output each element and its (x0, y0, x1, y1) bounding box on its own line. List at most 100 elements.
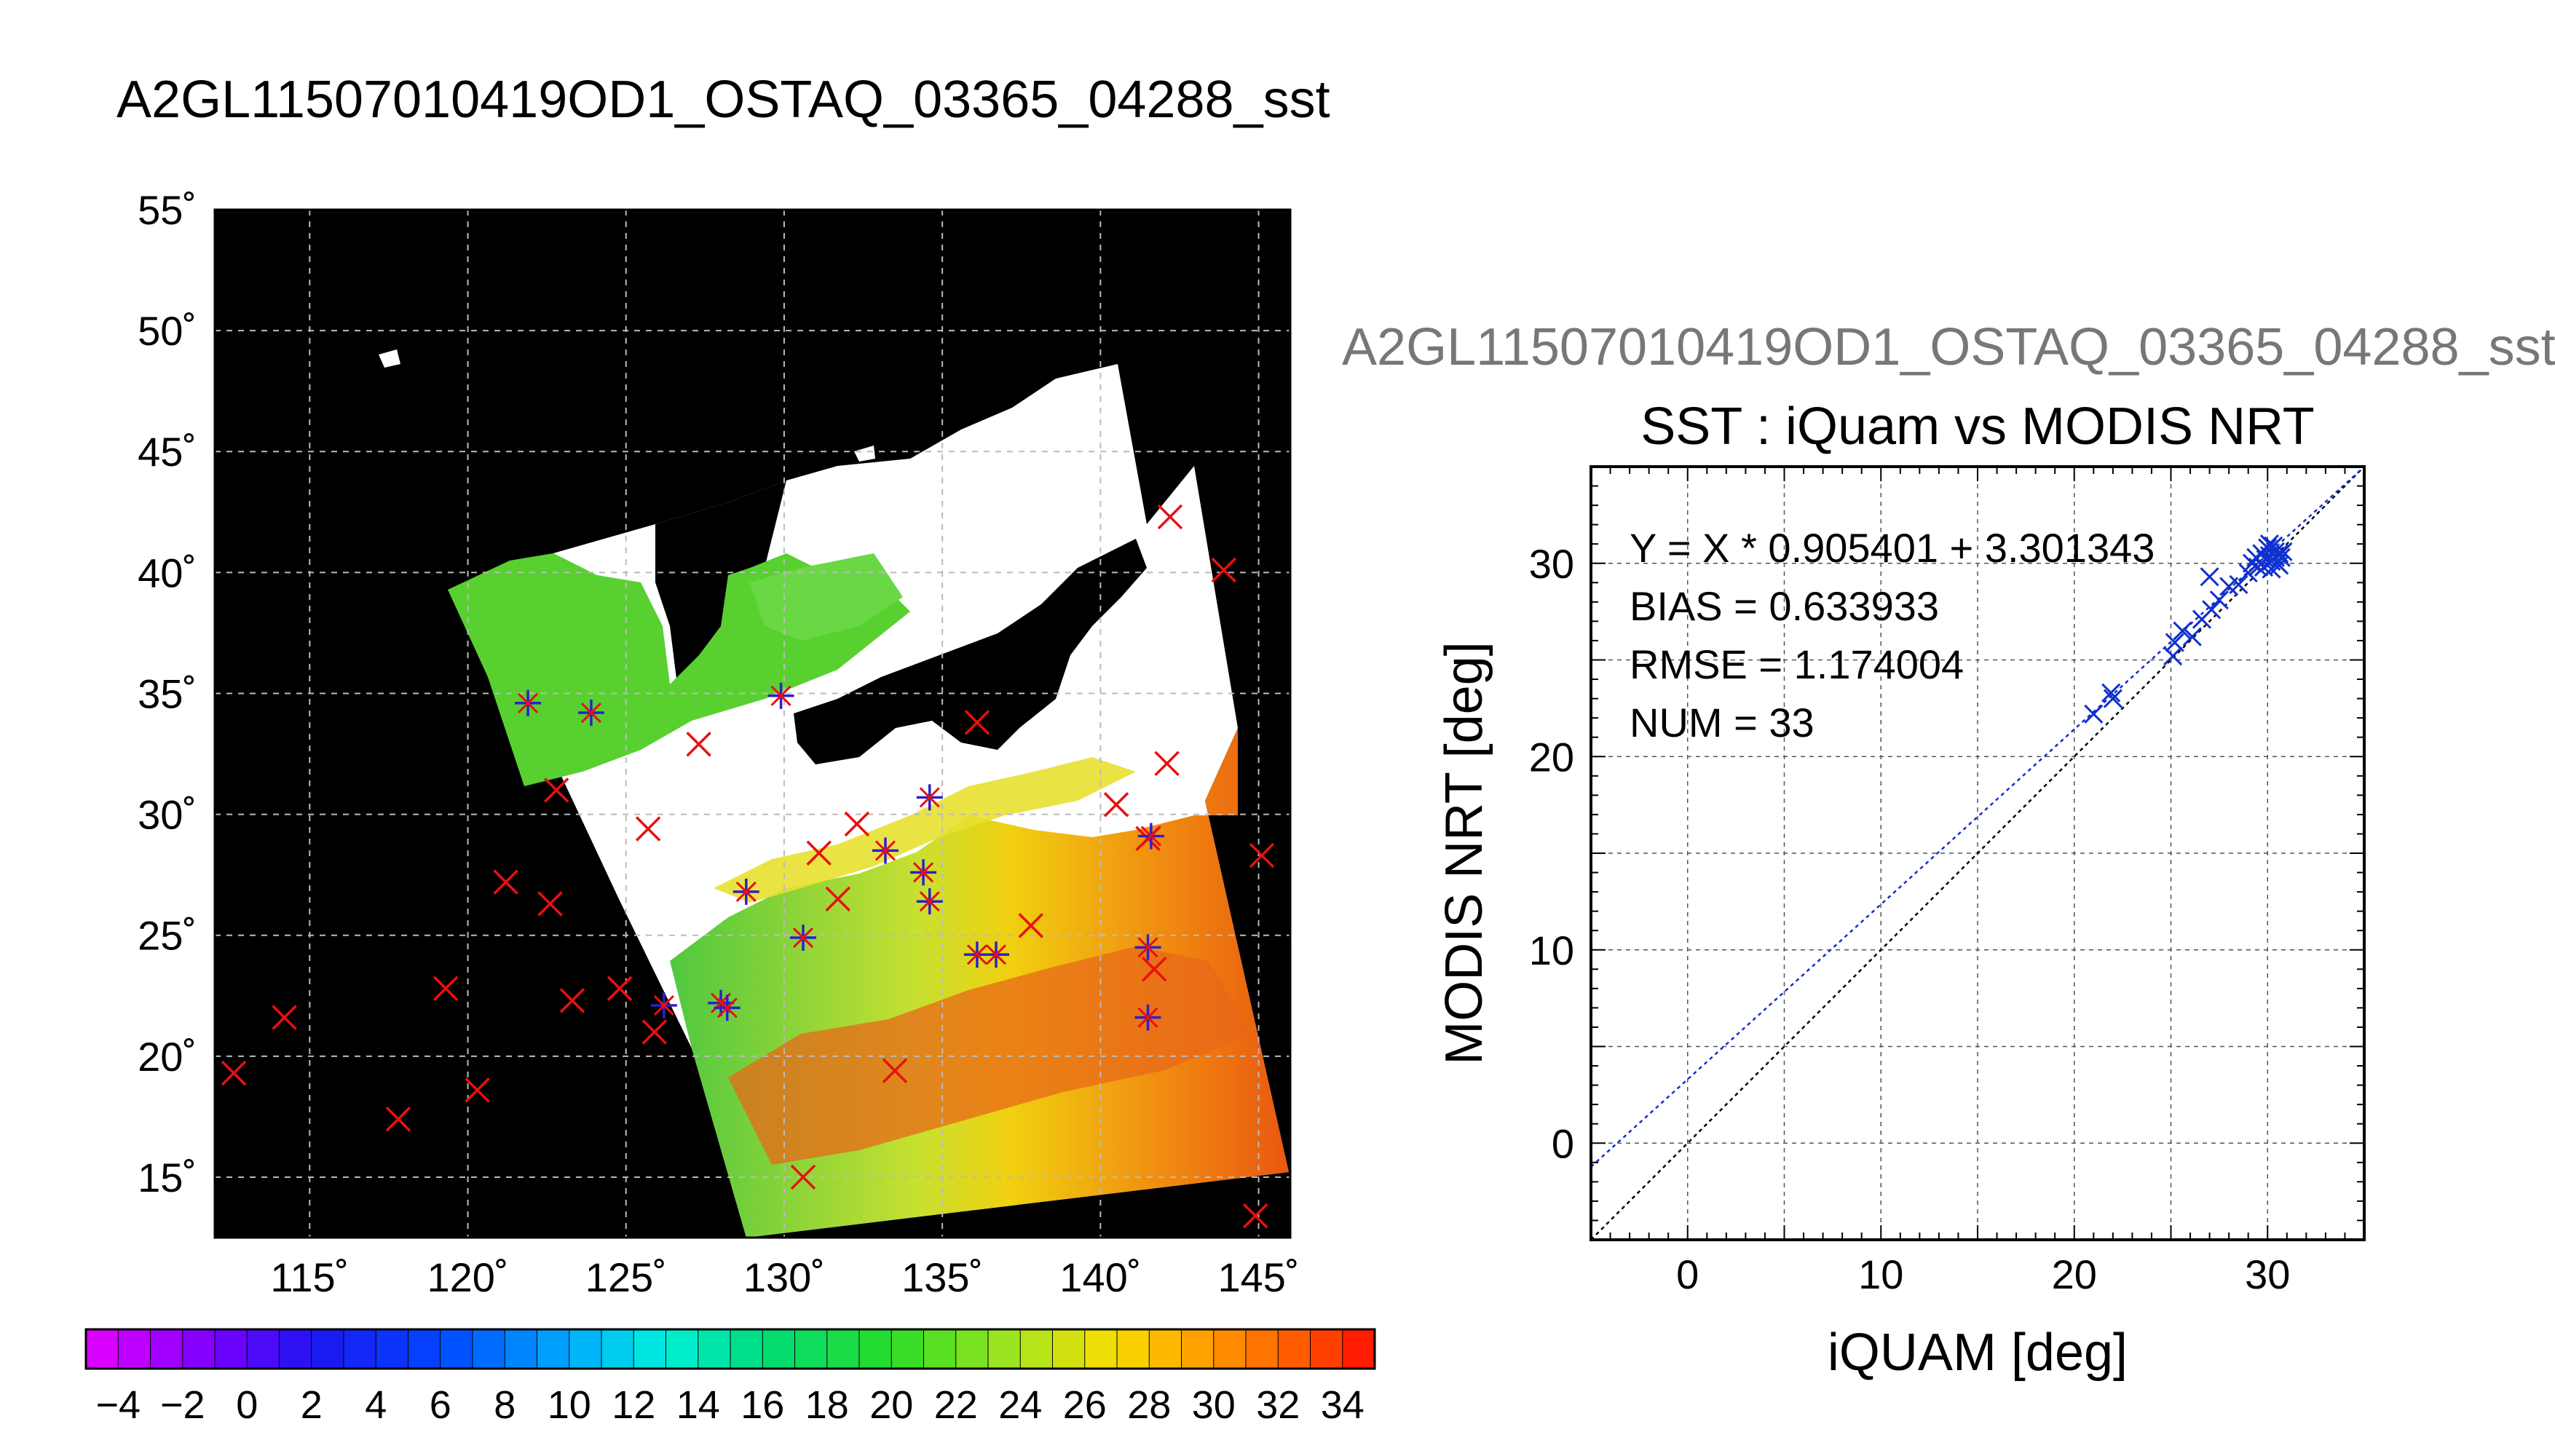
matched-marker-d2 (1137, 937, 1158, 958)
land-sakhalin-fragment (854, 446, 875, 462)
matched-marker-d2 (919, 891, 940, 912)
matched-marker (916, 784, 943, 811)
matched-marker (982, 941, 1009, 968)
colorbar-tick-label: 0 (236, 1383, 258, 1427)
in-situ-marker (465, 1077, 490, 1103)
matched-marker (650, 992, 677, 1019)
matched-marker (767, 682, 794, 709)
in-situ-marker (1157, 504, 1183, 530)
in-situ-marker-stroke-b (686, 732, 711, 757)
in-situ-marker-stroke-b (806, 840, 832, 866)
in-situ-marker (272, 1005, 297, 1030)
colorbar-cell (1278, 1329, 1311, 1369)
scatter-point-stroke-b (2163, 646, 2183, 666)
scatter-point (2238, 563, 2258, 583)
scatter-point-stroke-b (2229, 574, 2248, 595)
scatter-y-tick-labels: 0 10 20 30 (1529, 541, 1574, 1167)
scatter-point-stroke-b (2264, 536, 2283, 555)
scatter-point-stroke-b (2238, 563, 2258, 583)
colorbar-tick-label: 14 (676, 1383, 720, 1427)
colorbar-frame (84, 1328, 1376, 1370)
scatter-y-tick-label: 30 (1529, 541, 1574, 587)
in-situ-marker (1103, 792, 1129, 818)
scatter-point (2209, 590, 2229, 610)
land-korea-china (655, 480, 786, 684)
in-situ-marker-stroke-b (543, 778, 569, 803)
colorbar-tick-label: 2 (301, 1383, 323, 1427)
matched-marker-d2 (792, 927, 814, 949)
colorbar-tick-label: 18 (805, 1383, 849, 1427)
in-situ-marker (825, 886, 851, 912)
scatter-point (2270, 555, 2289, 575)
in-situ-marker (385, 1106, 411, 1132)
scatter-point-stroke-b (2101, 683, 2121, 703)
scatter-x-tick-label: 30 (2245, 1251, 2290, 1297)
colorbar-cell (601, 1329, 634, 1369)
colorbar-cell (1084, 1329, 1118, 1369)
colorbar-cell (1342, 1329, 1375, 1369)
colorbar-cell (440, 1329, 473, 1369)
matched-marker-d2 (966, 944, 987, 965)
scatter-point (2165, 633, 2184, 652)
colorbar-cell (794, 1329, 828, 1369)
scatter-point (2101, 683, 2121, 703)
colorbar-cell (1213, 1329, 1247, 1369)
colorbar-cell (1020, 1329, 1053, 1369)
regression-line (1591, 467, 2364, 1168)
in-situ-marker-stroke-b (607, 976, 633, 1002)
in-situ-marker-stroke-b (1249, 842, 1275, 869)
map-x-tick-label: 115˚ (270, 1254, 349, 1300)
map-y-tick-labels: 15˚ 20˚ 25˚ 30˚ 35˚ 40˚ 45˚ 50˚ 55˚ (138, 187, 197, 1200)
scatter-y-tick-label: 20 (1529, 734, 1574, 780)
map-x-tick-label: 130˚ (743, 1254, 825, 1300)
colorbar-cell (505, 1329, 537, 1369)
colorbar-cell (1149, 1329, 1182, 1369)
map-x-tick-label: 135˚ (901, 1254, 983, 1300)
in-situ-marker (882, 1058, 908, 1083)
map-y-tick-label: 25˚ (138, 913, 197, 959)
scatter-point-stroke-b (2273, 542, 2293, 561)
matched-marker-d2 (653, 994, 674, 1016)
colorbar-tick-label: −2 (160, 1383, 205, 1427)
sst-hot-core (728, 946, 1252, 1165)
matched-marker-d2 (770, 685, 791, 706)
scatter-points (2084, 534, 2293, 724)
colorbar-cell (408, 1329, 441, 1369)
colorbar-tick-label: 34 (1321, 1383, 1365, 1427)
in-situ-marker (1249, 842, 1275, 869)
one-to-one-line (1591, 467, 2364, 1240)
in-situ-marker-stroke-b (537, 891, 563, 917)
matched-marker-d2 (919, 787, 940, 808)
scatter-x-tick-labels: 0 10 20 30 (1676, 1251, 2290, 1297)
scatter-y-axis-label: MODIS NRT [deg] (1435, 641, 1493, 1065)
colorbar-tick-label: 20 (869, 1383, 913, 1427)
scatter-point-stroke-b (2271, 547, 2291, 567)
colorbar-tick-label: 22 (934, 1383, 978, 1427)
in-situ-marker-stroke-b (1018, 913, 1044, 938)
in-situ-marker (641, 1019, 668, 1045)
in-situ-marker-stroke-b (1211, 557, 1237, 583)
scatter-x-axis-label: iQUAM [deg] (1828, 1324, 2128, 1382)
in-situ-marker (607, 976, 633, 1002)
map-y-tick-label: 35˚ (138, 670, 197, 716)
scatter-point (2202, 600, 2222, 620)
stats-num: NUM = 33 (1630, 700, 1814, 745)
colorbar-cell (118, 1329, 151, 1369)
scatter-point-stroke-b (2182, 627, 2202, 646)
matched-marker-d2 (913, 862, 934, 883)
scatter-point (2273, 542, 2293, 561)
in-situ-marker-stroke-b (844, 811, 870, 837)
in-situ-marker-stroke-b (385, 1106, 411, 1132)
map-y-tick-label: 15˚ (138, 1155, 197, 1200)
scatter-point-stroke-b (2254, 557, 2274, 577)
scatter-x-tick-label: 10 (1858, 1251, 1903, 1297)
matched-markers (515, 682, 1164, 1031)
colorbar-cells (85, 1329, 1375, 1369)
scatter-point-stroke-b (2270, 555, 2289, 575)
colorbar-cell (891, 1329, 924, 1369)
in-situ-marker (493, 869, 518, 895)
colorbar-tick-label: 10 (548, 1383, 591, 1427)
in-situ-marker-stroke-b (790, 1164, 816, 1190)
colorbar-tick-labels: −4 −2 0 2 4 6 8 10 12 14 16 18 20 22 24 26 28 30 32 34 (95, 1383, 1364, 1427)
in-situ-marker (1211, 557, 1237, 583)
